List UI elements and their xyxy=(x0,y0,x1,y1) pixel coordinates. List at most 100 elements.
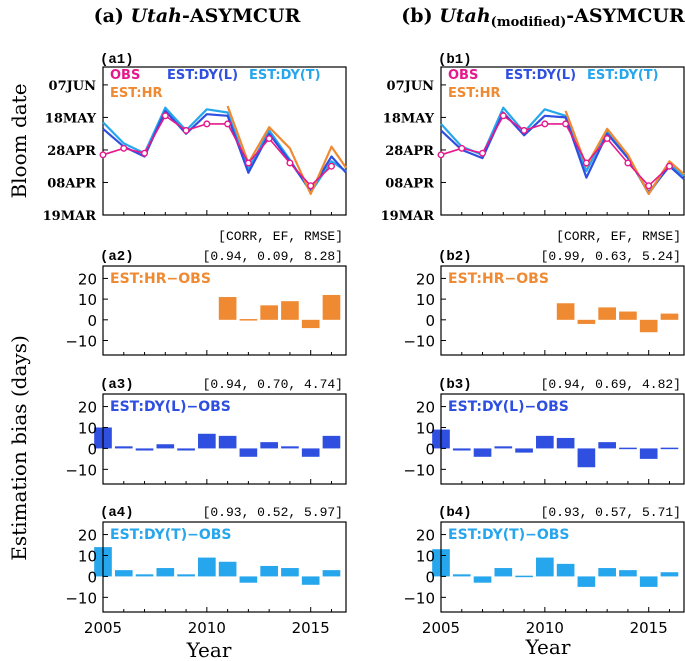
metric-header-a: [CORR, EF, RMSE] xyxy=(218,229,343,244)
obs-point xyxy=(437,151,445,159)
column-title-b: (b) Utah(modified)-ASYMCUR xyxy=(401,5,685,30)
bias-bar xyxy=(156,568,175,577)
metric-header-b: [CORR, EF, RMSE] xyxy=(556,229,681,244)
obs-point xyxy=(541,120,549,128)
y-tick-label: 19MAR xyxy=(381,209,435,224)
y-tick-label: 0 xyxy=(87,440,97,458)
bias-bar xyxy=(322,435,341,449)
series-label: EST:DY(L)−OBS xyxy=(110,399,231,415)
panel-a2: (a2) [0.94, 0.09, 8.28] −10 0 10 20 EST:HR−OBS xyxy=(65,249,347,356)
bias-bar xyxy=(135,448,154,451)
bias-bar xyxy=(156,444,175,449)
bias-bar xyxy=(660,313,679,320)
x-tick-label: 2015 xyxy=(630,619,668,637)
obs-point xyxy=(307,182,315,190)
y-tick-label: −10 xyxy=(65,333,97,351)
bias-bar xyxy=(135,574,154,577)
bias-bar xyxy=(218,297,237,320)
bias-bar xyxy=(177,574,195,577)
column-title-suffix: -ASYMCUR xyxy=(566,5,685,27)
x-tick-label: 2005 xyxy=(422,619,460,637)
column-title-subscript: (modified) xyxy=(491,15,567,30)
obs-point xyxy=(645,182,653,190)
series-label: EST:HR−OBS xyxy=(448,271,549,287)
bias-bar xyxy=(619,311,637,320)
obs-point xyxy=(458,144,466,152)
obs-point xyxy=(265,135,273,143)
panel-a3: (a3) [0.94, 0.70, 4.74] −10 0 10 20 EST:DY(L)−… xyxy=(65,377,347,485)
y-tick-label: 10 xyxy=(78,419,97,437)
bias-bar xyxy=(515,575,533,578)
panel-b3: (b3) [0.94, 0.69, 4.82] −10 0 10 20 EST:DY(L)−… xyxy=(403,377,685,485)
series-line-obs xyxy=(102,115,333,187)
obs-point xyxy=(624,159,632,167)
y-tick-label: −10 xyxy=(65,461,97,479)
panel-a3-frame xyxy=(102,393,347,485)
y-tick-label: 0 xyxy=(87,568,97,586)
panel-b2: (b2) [0.99, 0.63, 5.24] −10 0 10 20 EST:HR−OBS xyxy=(403,249,685,356)
column-title-italic: Utah xyxy=(439,5,490,27)
metric-values: [0.99, 0.63, 5.24] xyxy=(541,249,681,264)
obs-point xyxy=(203,120,211,128)
obs-point xyxy=(562,120,570,128)
y-tick-label: −10 xyxy=(65,589,97,607)
bias-bar xyxy=(322,294,341,320)
bias-bar xyxy=(639,576,658,587)
bias-bar xyxy=(281,301,299,320)
bias-bar xyxy=(239,576,258,583)
legend-entry-obs: OBS xyxy=(110,68,140,83)
bias-bar xyxy=(218,561,237,577)
obs-point xyxy=(141,149,149,157)
bias-bar xyxy=(198,433,216,449)
y-tick-label: 10 xyxy=(78,547,97,565)
series-line-est-hr xyxy=(226,105,347,195)
bias-bar xyxy=(281,568,299,577)
x-tick-label: 2010 xyxy=(188,619,226,637)
y-tick-label: 20 xyxy=(78,527,97,545)
y-tick-label: 08APR xyxy=(47,176,96,191)
bias-bar xyxy=(598,568,616,577)
y-tick-label: 0 xyxy=(425,312,435,330)
series-label: EST:HR−OBS xyxy=(110,271,211,287)
y-axis-title-bloom-date: Bloom date xyxy=(7,83,31,198)
y-tick-label: 07JUN xyxy=(387,79,435,94)
y-tick-label: −10 xyxy=(403,333,435,351)
panel-b1-frame xyxy=(440,66,685,216)
obs-point xyxy=(499,112,507,120)
obs-point xyxy=(603,135,611,143)
x-tick-label: 2005 xyxy=(84,619,122,637)
x-tick-label: 2015 xyxy=(292,619,330,637)
y-tick-label: 18MAY xyxy=(45,111,97,126)
bias-bar xyxy=(218,435,237,449)
bias-bar xyxy=(473,448,492,457)
bias-bar xyxy=(660,572,679,577)
panel-b4-frame xyxy=(440,521,685,613)
metric-values: [0.93, 0.52, 5.97] xyxy=(203,505,343,520)
bias-bar xyxy=(619,447,637,450)
y-tick-label: 20 xyxy=(78,270,97,288)
y-tick-label: 10 xyxy=(78,291,97,309)
bias-bar xyxy=(577,448,596,468)
column-title-prefix: (b) xyxy=(401,5,439,27)
bias-bar xyxy=(452,574,471,577)
x-axis-title-a: Year xyxy=(186,638,232,661)
x-tick-label: 2010 xyxy=(526,619,564,637)
bias-bar xyxy=(301,448,320,457)
bias-bar xyxy=(619,570,637,577)
obs-point xyxy=(120,144,128,152)
series-line-est-hr xyxy=(564,110,685,195)
y-tick-label: 10 xyxy=(416,419,435,437)
x-axis-title-b: Year xyxy=(525,635,571,659)
obs-point xyxy=(582,159,590,167)
legend-entry-est-dy-t: EST:DY(T) xyxy=(587,68,659,83)
panel-label: (a4) xyxy=(100,505,134,521)
bias-bar xyxy=(239,319,258,321)
bias-bar xyxy=(281,446,299,449)
y-tick-label: 28APR xyxy=(385,144,434,159)
bias-bar xyxy=(239,448,258,457)
y-tick-label: 0 xyxy=(87,312,97,330)
column-title-italic: Utah xyxy=(130,5,181,27)
panel-b3-frame xyxy=(440,393,685,485)
panel-a1: (a1) 19MAR 08APR 28APR 18MAY 07JUN OBS EST:DY(L… xyxy=(43,52,347,224)
